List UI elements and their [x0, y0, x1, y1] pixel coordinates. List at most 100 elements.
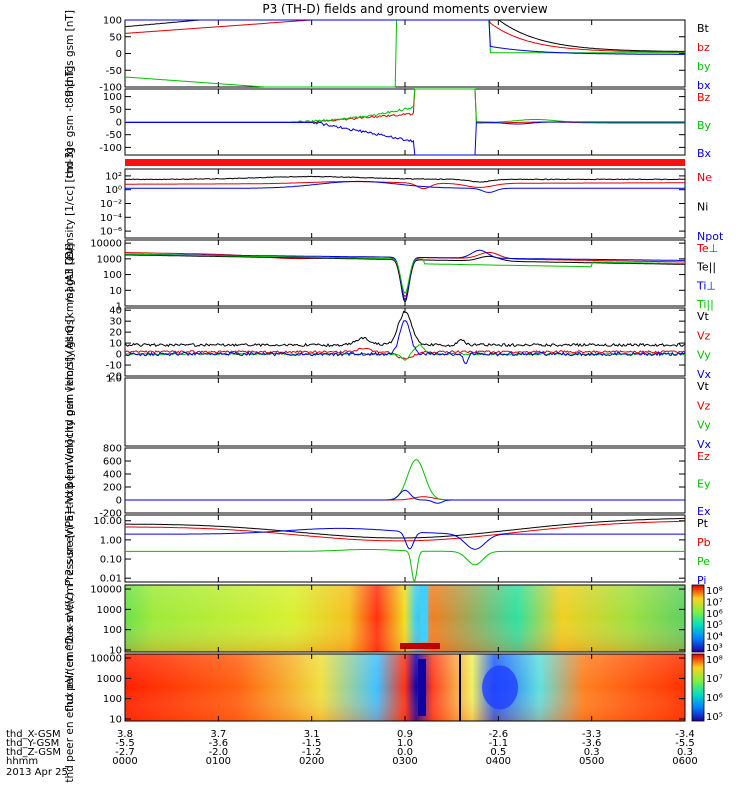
ephemeris-value: -2.7: [115, 747, 135, 758]
legend-Vz: Vz: [697, 329, 711, 342]
ephemeris-row-label: thd_Z-GSM: [6, 747, 61, 758]
y-tick-label: 10000: [90, 239, 122, 250]
y-tick-label: 0: [116, 496, 122, 507]
series-density-Ni: [124, 175, 685, 183]
y-tick-label: 10000: [90, 654, 122, 665]
y-tick-label: 10.00: [93, 516, 122, 527]
y-axis-label: thd peir velocity gsm [km/s] (All Qs): [64, 247, 76, 437]
legend-bx: bx: [697, 79, 711, 92]
series-efield-Ey: [125, 459, 685, 501]
ephemeris-value: 0600: [672, 756, 697, 767]
ephemeris-value: -3.6: [209, 738, 229, 749]
low-flux-patch: [482, 665, 518, 710]
y-tick-label: 1.00: [100, 535, 122, 546]
legend-Ti⊥: Ti⊥: [696, 279, 716, 292]
y-tick-label: -200: [99, 509, 122, 520]
colorbar-tick-label: 10⁵: [706, 620, 723, 631]
legend-Bz: Bz: [697, 91, 711, 104]
ephemeris-value: 0.5: [490, 747, 506, 758]
ephemeris-value: -1.5: [302, 738, 322, 749]
legend-bz: bz: [697, 41, 710, 54]
spectrogram-shade-peer_spec: [125, 654, 685, 721]
y-tick-label: 1000: [97, 254, 122, 265]
series-density-Npot: [125, 180, 685, 193]
ephemeris-value: -3.6: [582, 738, 602, 749]
high-flux-spot: [400, 643, 440, 649]
y-tick-label: 100: [103, 16, 122, 27]
legend-Ey: Ey: [697, 478, 711, 491]
series-temp-Te⊥: [125, 251, 685, 298]
ephemeris-value: 0.9: [397, 729, 413, 740]
panel-frame-efield: [124, 447, 686, 514]
panel-pressure: [124, 514, 686, 583]
ephemeris-row-label: thd_Y-GSM: [6, 738, 59, 749]
series-peir-Vz: [124, 347, 686, 360]
legend-Vx: Vx: [697, 438, 712, 451]
panel-density: [124, 168, 686, 239]
y-tick-label: -100: [99, 143, 122, 154]
legend-Ni: Ni: [697, 201, 708, 214]
legend-Pb: Pb: [697, 536, 711, 549]
y-axis-label: thd fgs gsm [nT]: [64, 10, 76, 97]
ephemeris-value: 3.8: [117, 729, 133, 740]
series-temp-Ti||: [124, 253, 686, 295]
legend-Pi: Pi: [697, 574, 706, 587]
ephemeris-value: -5.5: [115, 738, 135, 749]
colorbar-tick-label: 10³: [706, 643, 723, 654]
series-fge-Bx: [125, 121, 685, 156]
y-tick-label: 10²: [105, 171, 122, 182]
colorbar-tick-label: 10⁴: [706, 632, 723, 643]
y-axis-label: thd peir en eflux eV/(cm^2-s-sr-eV): [64, 525, 76, 712]
series-peir-Vy: [124, 344, 686, 361]
series-peir-Vt: [124, 310, 686, 348]
ephemeris-value: 0100: [206, 756, 231, 767]
legend-Te⊥: Te⊥: [696, 242, 718, 255]
y-tick-label: 0: [116, 49, 122, 60]
y-axis-label: E=-VxB [mV/m]: [64, 440, 76, 522]
ephemeris-value: 0.0: [397, 747, 413, 758]
date-label: 2013 Apr 25: [6, 767, 68, 778]
y-tick-label: 50: [109, 105, 122, 116]
panel-frame-peir: [124, 307, 686, 377]
series-fgs-bx: [125, 19, 685, 55]
legend-Ti||: Ti||: [696, 298, 714, 311]
legend-Npot: Npot: [697, 230, 724, 243]
y-axis-label: Pressure [nPa]: [64, 511, 76, 586]
y-tick-label: 10⁰: [105, 185, 122, 196]
red-status-bar: [125, 159, 685, 166]
ephemeris-value: -1.1: [489, 738, 509, 749]
ephemeris-value: 0300: [392, 756, 417, 767]
ephemeris-value: -2.6: [489, 729, 509, 740]
colorbar-tick-label: 10⁸: [706, 586, 723, 597]
panel-frame-peer: [124, 377, 686, 447]
series-peir-Vx: [124, 320, 686, 365]
y-tick-label: -20: [106, 372, 122, 383]
y-tick-label: 600: [103, 457, 122, 468]
series-temp-Ti⊥: [124, 249, 685, 301]
y-tick-label: 10: [109, 286, 122, 297]
y-tick-label: 100: [103, 270, 122, 281]
y-tick-label: 10: [109, 339, 122, 350]
y-tick-label: 100: [103, 694, 122, 705]
ephemeris-value: -5.5: [675, 738, 695, 749]
y-tick-label: -100: [99, 83, 122, 94]
legend-Bx: Bx: [697, 147, 712, 160]
ephemeris-value: -3.4: [675, 729, 695, 740]
legend-Pe: Pe: [697, 555, 710, 568]
colorbar-tick-label: 10⁷: [706, 597, 723, 608]
series-temp-Te||: [124, 254, 686, 304]
legend-Ez: Ez: [697, 450, 710, 463]
legend-Ne: Ne: [697, 171, 712, 184]
y-tick-label: 800: [103, 444, 122, 455]
y-tick-label: 0.01: [100, 574, 122, 585]
ephemeris-value: 0400: [486, 756, 511, 767]
legend-Vt: Vt: [697, 310, 710, 323]
ephemeris-value: -1.2: [302, 747, 322, 758]
colorbar-tick-label: 10⁶: [706, 609, 723, 620]
y-axis-label: thd peer velocity gsm [km/s] (All Qs): [64, 315, 76, 508]
y-tick-label: 1000: [97, 674, 122, 685]
colorbar-tick-label: 10⁸: [706, 655, 723, 666]
panel-fge: [124, 88, 686, 156]
colorbar-peer_spec: [691, 653, 705, 722]
